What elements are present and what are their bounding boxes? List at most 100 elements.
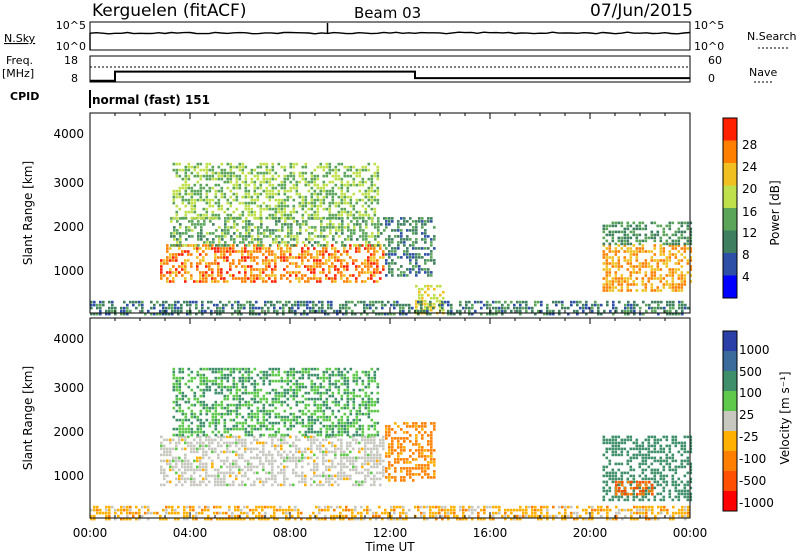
power-cell [220,250,223,253]
power-cell [573,310,576,313]
power-cell [272,163,275,166]
power-cell [269,172,272,175]
velocity-cell [666,445,669,448]
power-cell [412,268,415,271]
power-cell [293,220,296,223]
power-cell [618,277,621,280]
power-cell [418,291,421,294]
power-cell [606,253,609,256]
velocity-cell [308,371,311,374]
power-cell [206,178,209,181]
power-cell [227,175,230,178]
power-cell [259,268,262,271]
velocity-cell [253,472,256,475]
power-cell [212,175,215,178]
power-cell [179,244,182,247]
velocity-cell [200,419,203,422]
velocity-cell [347,404,350,407]
power-cell [358,265,361,268]
velocity-cell [344,368,347,371]
power-cell [254,193,257,196]
power-cell [289,253,292,256]
velocity-cell [311,428,314,431]
power-cell [347,217,350,220]
velocity-cell [247,448,250,451]
power-cell [612,237,615,240]
power-cell [678,240,681,243]
power-cell [286,259,289,262]
power-cell [185,172,188,175]
power-cell [229,262,232,265]
velocity-cell [618,496,621,499]
power-cell [274,262,277,265]
velocity-cell [215,428,218,431]
power-cell [265,262,268,265]
velocity-cell [206,377,209,380]
velocity-cell [290,425,293,428]
velocity-cell [313,439,316,442]
power-cell [383,244,386,247]
velocity-cell [223,481,226,484]
velocity-cell [609,442,612,445]
power-cell [248,190,251,193]
velocity-cell [317,398,320,401]
power-cell [292,262,295,265]
velocity-cell [368,416,371,419]
velocity-cell [254,383,257,386]
velocity-cell [211,463,214,466]
velocity-cell [355,439,358,442]
velocity-cell [353,407,356,410]
power-cell [660,253,663,256]
power-cell [388,223,391,226]
velocity-cell [265,481,268,484]
power-cell [561,307,564,310]
velocity-cell [284,419,287,422]
power-cell [418,253,421,256]
power-cell [321,304,324,307]
power-cell [248,193,251,196]
velocity-cell [368,380,371,383]
velocity-cell [352,457,355,460]
velocity-cell [299,377,302,380]
velocity-cell [362,380,365,383]
velocity-cell [236,425,239,428]
power-cell [326,223,329,226]
velocity-cell [179,383,182,386]
power-cell [666,262,669,265]
power-cell [294,301,297,304]
velocity-cell [275,389,278,392]
velocity-cell [176,386,179,389]
power-cell [256,262,259,265]
power-cell [290,211,293,214]
velocity-cell [278,371,281,374]
power-cell [666,234,669,237]
power-cell [234,310,237,313]
power-cell [326,184,329,187]
power-cell [356,211,359,214]
power-cell [135,307,138,310]
velocity-cell [218,386,221,389]
power-cell [168,304,171,307]
velocity-cell [242,377,245,380]
power-cell [317,241,320,244]
power-cell [287,217,290,220]
power-cell [672,222,675,225]
velocity-cell [308,398,311,401]
velocity-cell [406,470,409,473]
power-cell [666,259,669,262]
power-cell [254,211,257,214]
velocity-cell [362,398,365,401]
velocity-cell [329,419,332,422]
power-cell [212,241,215,244]
power-cell [221,172,224,175]
velocity-cell [245,422,248,425]
power-cell [260,238,263,241]
power-cell [281,211,284,214]
power-cell [307,277,310,280]
power-cell [296,235,299,238]
power-cell [332,217,335,220]
power-cell [290,187,293,190]
velocity-cell [197,398,200,401]
power-cell [504,301,507,304]
velocity-cell [660,463,663,466]
